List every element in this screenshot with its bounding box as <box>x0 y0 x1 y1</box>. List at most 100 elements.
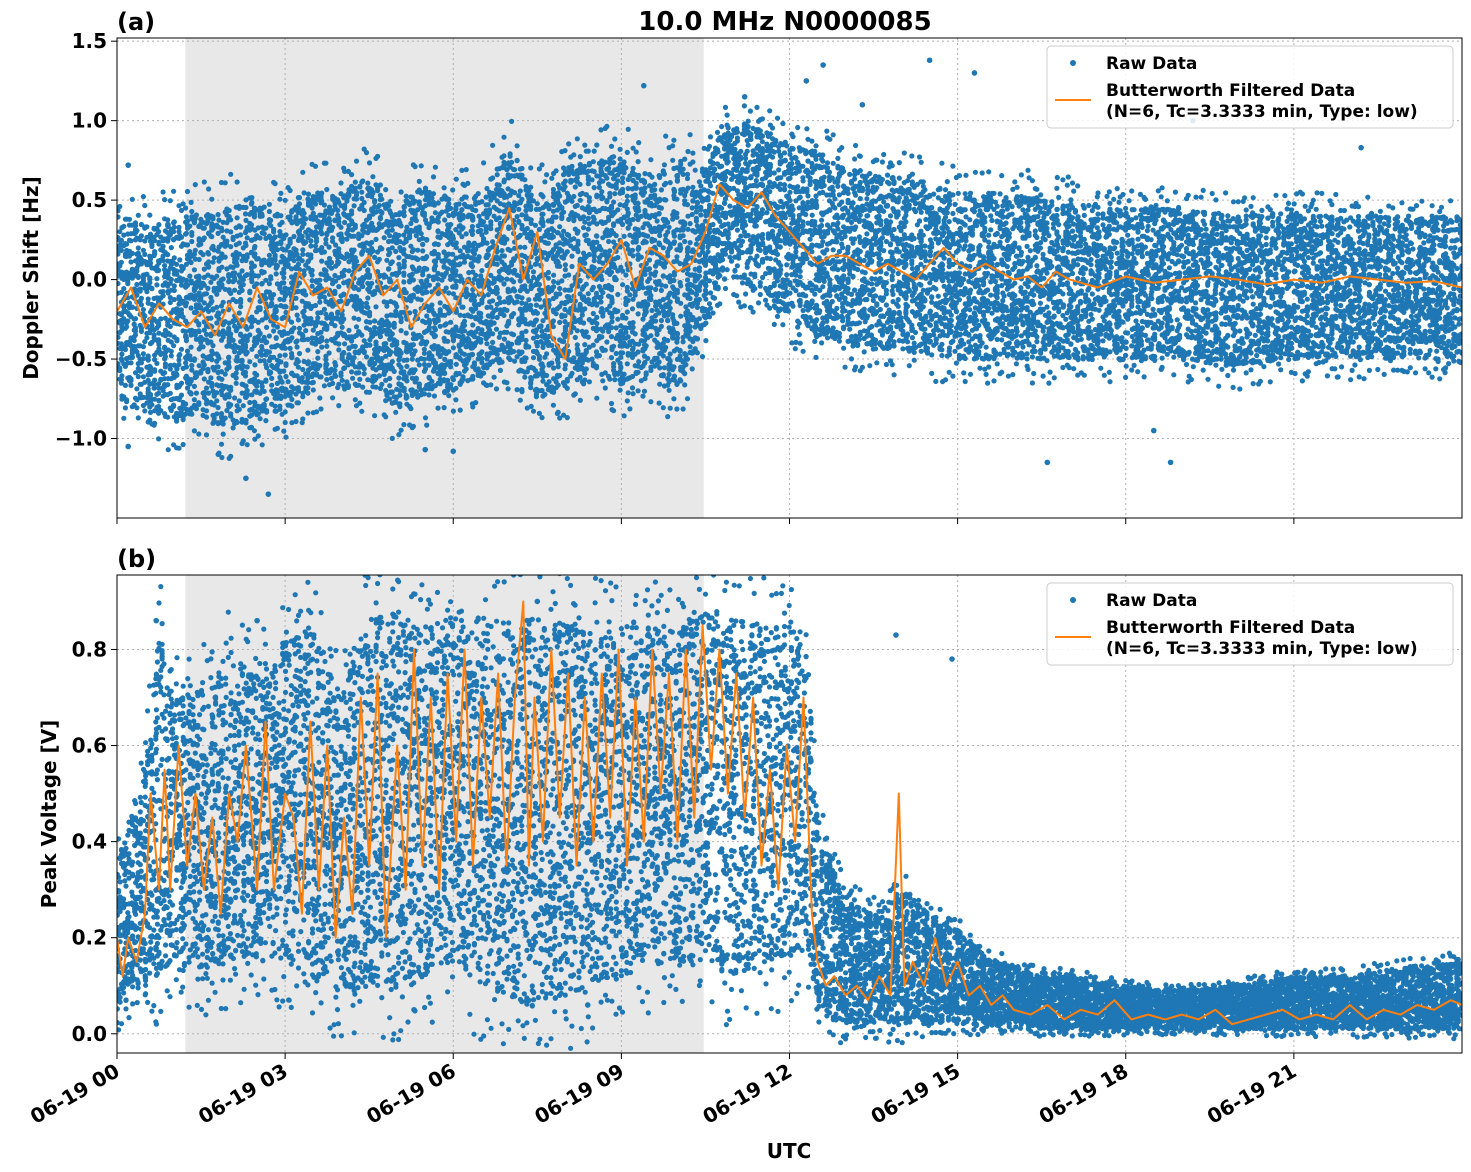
raw-point <box>401 262 407 268</box>
raw-point <box>144 289 150 295</box>
raw-point <box>295 385 301 391</box>
raw-point <box>183 401 189 407</box>
raw-point <box>238 296 244 303</box>
raw-point <box>412 367 418 373</box>
raw-point <box>569 198 575 204</box>
raw-point <box>353 294 360 300</box>
raw-point <box>252 362 258 368</box>
raw-point <box>247 288 253 294</box>
raw-point <box>528 264 534 270</box>
raw-point <box>156 222 162 228</box>
raw-point <box>118 259 124 265</box>
raw-point <box>582 260 588 266</box>
raw-point <box>330 380 336 386</box>
raw-point <box>404 363 410 369</box>
raw-point <box>142 408 148 414</box>
raw-point <box>293 418 299 425</box>
raw-point <box>349 172 355 178</box>
raw-point <box>496 215 502 221</box>
raw-point <box>608 334 615 340</box>
raw-point <box>228 229 234 235</box>
raw-point <box>384 303 390 309</box>
raw-point <box>261 358 267 364</box>
raw-point <box>590 159 596 165</box>
raw-point <box>176 229 182 235</box>
raw-point <box>430 191 437 197</box>
raw-point <box>549 175 555 181</box>
raw-point <box>421 361 427 368</box>
raw-point <box>540 194 546 200</box>
raw-point <box>240 403 246 409</box>
raw-point <box>244 393 250 399</box>
raw-point <box>511 190 518 196</box>
raw-point <box>435 317 441 324</box>
raw-point <box>129 304 135 310</box>
raw-point <box>244 442 250 448</box>
raw-point <box>453 361 459 367</box>
raw-point <box>149 286 155 292</box>
raw-point <box>180 265 186 271</box>
raw-point <box>581 320 587 326</box>
raw-point <box>401 213 407 219</box>
raw-point <box>218 441 225 447</box>
raw-point <box>220 299 226 305</box>
raw-point <box>147 212 153 218</box>
raw-point <box>468 314 474 320</box>
raw-point <box>203 408 210 414</box>
raw-point <box>511 358 518 364</box>
raw-point <box>272 181 278 187</box>
raw-point <box>293 247 299 253</box>
raw-point <box>426 392 432 398</box>
raw-point <box>396 232 402 238</box>
raw-point <box>612 377 618 383</box>
raw-point <box>315 349 321 355</box>
raw-point <box>135 245 141 251</box>
raw-point <box>544 351 550 357</box>
raw-point <box>318 406 324 412</box>
raw-point <box>168 276 174 283</box>
raw-point <box>504 276 510 282</box>
raw-point <box>279 219 285 225</box>
raw-point <box>504 380 510 386</box>
raw-point <box>493 326 500 332</box>
raw-point <box>410 277 416 283</box>
raw-point <box>341 316 347 322</box>
raw-point <box>612 191 618 197</box>
raw-point <box>121 223 127 229</box>
raw-point <box>126 216 133 222</box>
raw-point <box>352 225 358 231</box>
raw-point <box>255 411 261 417</box>
raw-point <box>551 284 557 290</box>
raw-point <box>240 282 246 288</box>
raw-point <box>408 406 414 412</box>
raw-point <box>511 268 518 274</box>
raw-point <box>188 259 194 266</box>
raw-point <box>117 361 121 367</box>
raw-point <box>165 447 171 453</box>
raw-point <box>117 208 121 214</box>
raw-point <box>507 247 513 253</box>
raw-point <box>264 339 270 345</box>
raw-point <box>460 225 466 231</box>
raw-point <box>448 364 454 370</box>
raw-point <box>422 415 429 421</box>
raw-point <box>210 307 216 313</box>
raw-point <box>478 227 484 233</box>
raw-point <box>144 224 150 230</box>
raw-point <box>516 206 522 212</box>
raw-point <box>598 299 604 305</box>
raw-point <box>376 373 382 379</box>
raw-point <box>582 377 588 383</box>
raw-point <box>346 327 352 333</box>
raw-point <box>461 351 468 357</box>
raw-point <box>465 248 471 254</box>
raw-point <box>481 219 487 225</box>
raw-point <box>326 244 332 250</box>
raw-point <box>571 216 577 222</box>
raw-point <box>238 232 244 238</box>
raw-point <box>336 403 342 409</box>
raw-point <box>540 344 546 350</box>
raw-point <box>160 293 166 299</box>
raw-point <box>294 344 300 350</box>
raw-point <box>435 251 441 258</box>
